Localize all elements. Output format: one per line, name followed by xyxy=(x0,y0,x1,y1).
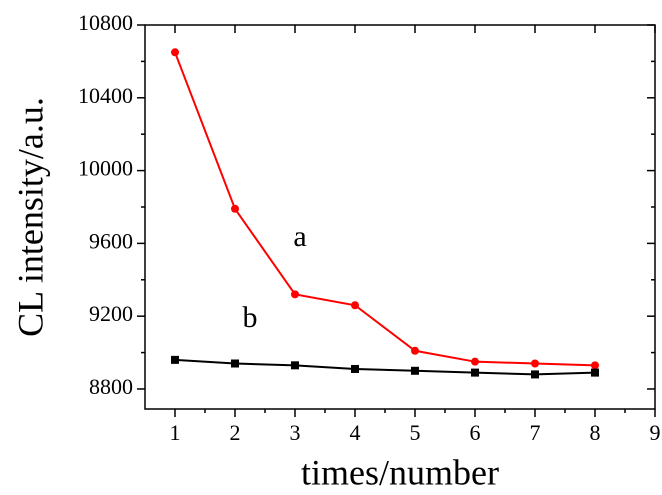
x-axis-label: times/number xyxy=(301,452,499,492)
series-label: a xyxy=(293,220,306,253)
x-tick-label: 3 xyxy=(290,420,301,445)
y-tick-label: 10800 xyxy=(78,10,133,35)
point xyxy=(231,204,239,213)
x-tick-label: 1 xyxy=(170,420,181,445)
point xyxy=(531,359,539,368)
point xyxy=(351,364,359,373)
point xyxy=(411,346,419,355)
point xyxy=(171,355,179,364)
y-tick-label: 10400 xyxy=(78,83,133,108)
y-tick-label: 9600 xyxy=(89,228,133,253)
x-tick-label: 8 xyxy=(590,420,601,445)
point xyxy=(591,368,599,377)
y-axis-label: CL intensity/a.u. xyxy=(10,97,50,337)
x-tick-label: 4 xyxy=(350,420,361,445)
point xyxy=(531,370,539,379)
x-tick-label: 2 xyxy=(230,420,241,445)
point xyxy=(471,368,479,377)
point xyxy=(351,301,359,310)
point xyxy=(231,359,239,368)
point xyxy=(291,361,299,370)
point xyxy=(411,366,419,375)
series-line xyxy=(174,51,596,367)
y-tick-label: 8800 xyxy=(89,374,133,399)
point xyxy=(591,361,599,370)
series-line xyxy=(174,358,596,376)
point xyxy=(471,357,479,366)
x-tick-label: 5 xyxy=(410,420,421,445)
x-tick-label: 9 xyxy=(650,420,661,445)
y-tick-label: 9200 xyxy=(89,301,133,326)
point xyxy=(171,48,179,57)
x-tick-label: 7 xyxy=(530,420,541,445)
x-tick-label: 6 xyxy=(470,420,481,445)
series-label: b xyxy=(243,301,258,334)
y-tick-label: 10000 xyxy=(78,156,133,181)
point xyxy=(291,290,299,299)
plot-frame xyxy=(144,24,656,410)
